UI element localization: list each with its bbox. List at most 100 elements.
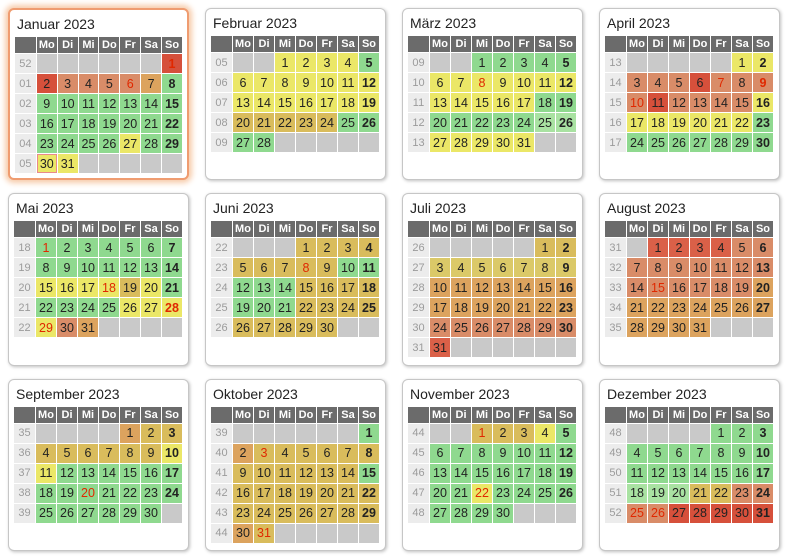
day-cell: 10 [57,94,78,113]
empty-cell [317,423,337,443]
day-cell: 29 [359,503,379,523]
day-cell: 17 [254,483,274,503]
day-header-do: Do [296,406,316,423]
month-title: März 2023 [410,15,477,31]
day-cell: 17 [753,463,773,483]
month-table: Mo Di Mi Do Fr Sa So 05 1 2 3 4 5 06 6 7 8 9 10 11 12 07 13 14 1… [210,35,380,153]
day-cell: 18 [359,278,379,298]
day-cell: 1 [36,238,56,258]
day-cell: 27 [669,503,689,523]
day-cell: 20 [690,113,710,132]
day-cell: 3 [78,238,98,258]
empty-cell [359,523,379,543]
day-cell: 9 [36,94,57,113]
day-cell: 19 [120,278,140,298]
day-cell: 19 [99,114,120,133]
day-header-di: Di [254,406,274,423]
week-number: 03 [15,114,36,133]
empty-cell [556,338,576,358]
day-header-mi: Mi [669,36,689,52]
day-cell: 7 [451,73,471,92]
day-cell: 10 [162,443,182,463]
empty-cell [317,523,337,543]
day-cell: 15 [535,278,555,298]
week-number: 36 [14,443,35,463]
day-header-do: Do [99,221,119,238]
day-header-di: Di [451,406,471,423]
day-cell: 28 [275,318,295,338]
empty-cell [359,133,379,152]
day-cell: 17 [57,114,78,133]
day-cell: 18 [338,93,358,112]
week-number: 15 [605,93,626,112]
month-title: Juni 2023 [213,200,274,217]
week-number: 05 [15,154,36,173]
day-cell: 21 [711,113,731,132]
day-cell: 26 [359,113,379,132]
day-header-sa: Sa [141,221,161,238]
day-cell: 10 [627,93,647,112]
week-column-header [15,37,36,53]
day-header-mi: Mi [275,406,295,423]
day-cell: 28 [451,503,471,523]
week-number: 52 [605,503,626,523]
day-header-so: So [556,36,576,52]
month-card-7: Juli 2023 Mo Di Mi Do Fr Sa So 26 1 2 27 3 4 5 6 7 8 9 28 10… [402,193,583,366]
day-cell: 25 [535,483,555,503]
day-cell: 31 [753,503,773,523]
day-cell: 6 [78,443,98,463]
day-cell: 25 [338,113,358,132]
day-cell: 20 [233,113,253,132]
day-cell: 5 [556,423,576,443]
day-header-do: Do [296,36,316,52]
month-title: November 2023 [410,385,510,402]
day-cell: 30 [233,523,253,543]
day-cell: 7 [514,258,534,278]
empty-cell [430,238,450,258]
day-cell: 2 [669,238,689,258]
day-cell: 26 [99,134,120,153]
empty-cell [732,318,752,338]
day-cell: 20 [430,483,450,503]
month-table: Mo Di Mi Do Fr Sa So 13 1 2 14 3 4 5 6 7 8 9 15 10 11 12 13 14 1… [604,35,774,153]
day-header-do: Do [493,406,513,423]
empty-cell [472,338,492,358]
day-cell: 22 [162,114,182,133]
month-card-1: Januar 2023 Mo Di Mi Do Fr Sa So 52 1 01 2 3 4 5 6 7 8 02 9… [8,8,189,181]
week-number: 52 [15,54,36,73]
day-cell: 18 [275,483,295,503]
day-cell: 9 [493,443,513,463]
day-cell: 21 [141,114,162,133]
day-header-di: Di [451,221,471,238]
empty-cell [451,238,471,258]
day-cell: 29 [296,318,316,338]
day-cell: 2 [57,238,77,258]
day-cell: 7 [627,258,647,278]
empty-cell [690,53,710,72]
day-cell: 19 [233,298,253,318]
day-header-so: So [359,406,379,423]
day-header-di: Di [57,221,77,238]
month-title: Januar 2023 [17,16,95,32]
day-cell: 6 [430,73,450,92]
month-table: Mo Di Mi Do Fr Sa So 52 1 01 2 3 4 5 6 7 8 02 9 10 11 12 13 14 1… [14,36,183,174]
day-header-di: Di [57,406,77,423]
day-cell: 30 [732,503,752,523]
week-column-header [605,406,626,423]
day-cell: 24 [690,298,710,318]
day-cell: 1 [472,423,492,443]
week-number: 09 [211,133,232,152]
day-cell: 12 [732,258,752,278]
day-cell: 17 [317,93,337,112]
empty-cell [120,154,141,173]
day-cell: 28 [451,133,471,152]
week-column-header [605,36,626,52]
day-cell: 29 [711,503,731,523]
empty-cell [514,238,534,258]
empty-cell [514,503,534,523]
day-cell: 15 [732,93,752,112]
day-header-mo: Mo [36,221,56,238]
day-cell: 21 [275,298,295,318]
month-card-6: Juni 2023 Mo Di Mi Do Fr Sa So 22 1 2 3 4 23 5 6 7 8 9 10 11… [205,193,386,366]
empty-cell [669,53,689,72]
